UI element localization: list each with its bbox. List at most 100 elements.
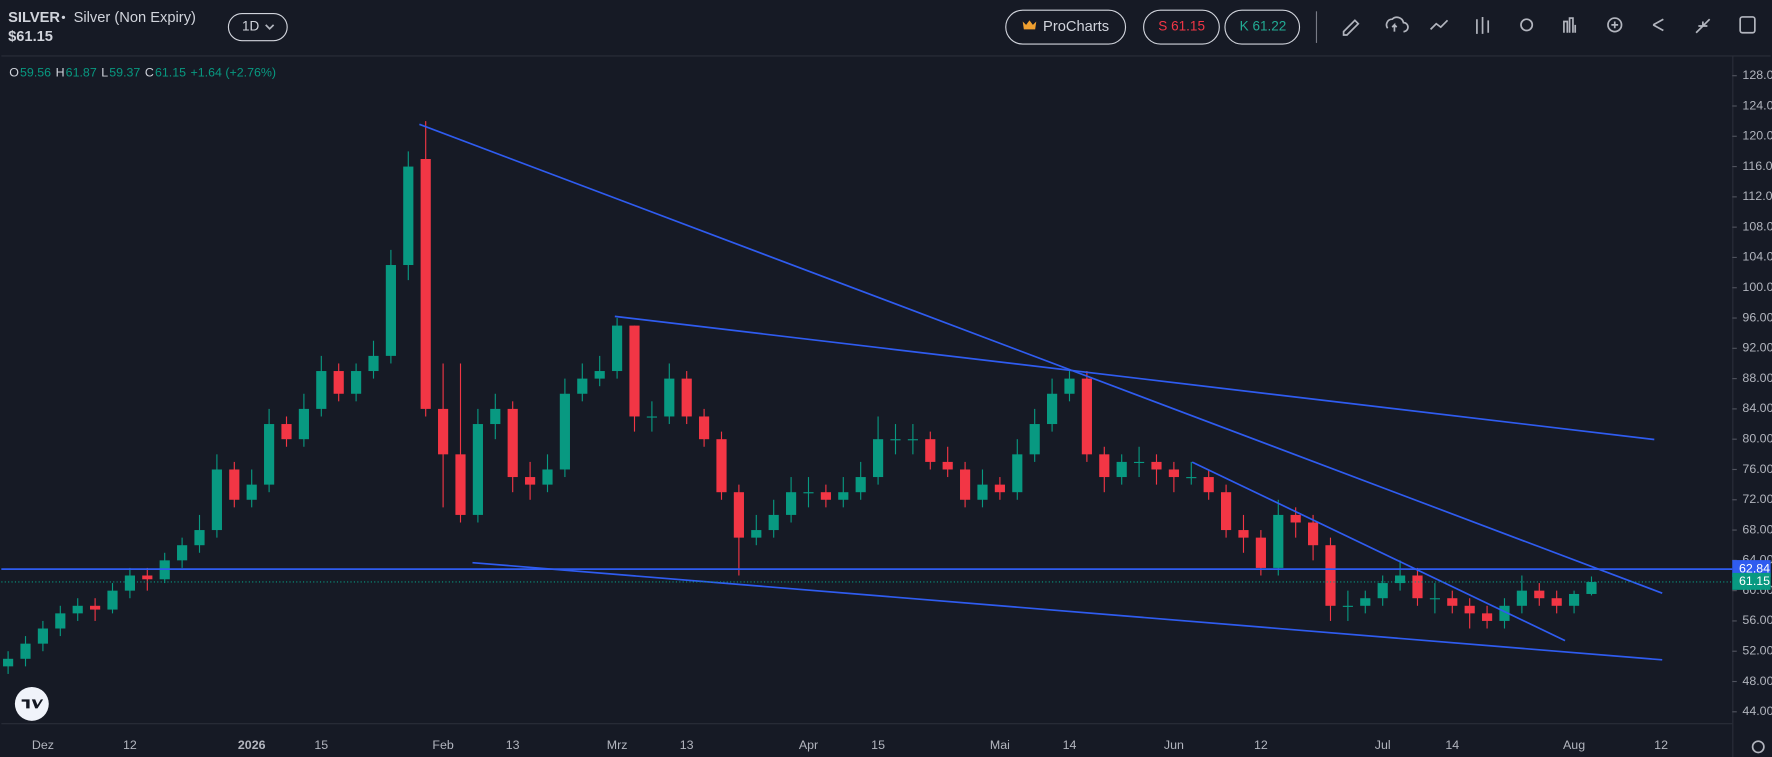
candle-body [1307, 522, 1319, 546]
candle-body [1273, 514, 1284, 568]
add-icon[interactable] [1607, 17, 1623, 33]
x-tick-label: Aug [1563, 738, 1585, 752]
buy-button[interactable]: K 61.22 [1224, 9, 1301, 45]
candle-body [786, 492, 797, 515]
candle-body [577, 378, 588, 394]
instrument-name: Silver (Non Expiry) [74, 10, 196, 26]
sell-button[interactable]: S 61.15 [1143, 9, 1220, 45]
ohlc-value: 59.56 [20, 66, 51, 80]
procharts-button[interactable]: ProCharts [1005, 9, 1127, 45]
candle-body [142, 575, 153, 580]
candle-body [1360, 598, 1371, 606]
ohlc-legend: O 59.56 H 61.87 L 59.37 C 61.15 +1.64 (+2.76%) [9, 66, 276, 80]
draw-icon[interactable] [1342, 19, 1360, 36]
x-tick-label: 15 [871, 738, 885, 752]
y-tick-label: 88.00 [1742, 371, 1772, 385]
candle-body [646, 416, 657, 418]
x-tick-label: 14 [1063, 738, 1077, 752]
separator: • [61, 10, 65, 24]
candle-body [90, 605, 101, 610]
candles-icon[interactable] [1476, 16, 1490, 34]
candle-body [1116, 461, 1127, 478]
collapse-icon[interactable] [1695, 18, 1711, 34]
trend-line [1191, 461, 1566, 642]
axis-settings-icon[interactable] [1751, 740, 1765, 754]
y-tick-label: 104.00 [1742, 250, 1772, 264]
y-tick-label: 84.00 [1742, 401, 1772, 415]
candle-body [890, 439, 901, 441]
candle-body [1429, 598, 1440, 600]
procharts-label: ProCharts [1043, 19, 1109, 35]
y-tick-label: 44.00 [1742, 704, 1772, 718]
candle-body [1151, 461, 1162, 470]
candle-body [177, 545, 188, 561]
last-price-label: 61.15 [1739, 574, 1770, 588]
x-tick-label: Apr [799, 738, 818, 752]
candle-body [403, 166, 414, 266]
ohlc-change: +1.64 (+2.76%) [191, 66, 277, 80]
candle-body [1064, 378, 1075, 394]
candle-body [803, 492, 814, 494]
candle-body [438, 408, 449, 455]
interval-frame [227, 12, 288, 42]
candle-body [3, 658, 14, 667]
tv-logo[interactable] [14, 686, 49, 721]
share-icon[interactable] [1652, 18, 1664, 32]
candle-body [820, 492, 831, 500]
crown-icon [1022, 20, 1037, 30]
candle-body [455, 454, 466, 515]
candle-body [420, 158, 431, 409]
x-tick-label: Mai [990, 738, 1010, 752]
candle-body [20, 643, 31, 659]
candle-body [333, 371, 344, 394]
x-tick-label: 2026 [238, 738, 266, 752]
cloud-icon[interactable] [1385, 16, 1409, 33]
candle-body [490, 408, 501, 425]
x-tick-label: Dez [32, 738, 54, 752]
logo-mark [21, 699, 44, 709]
candle-body [1342, 605, 1353, 607]
candle-body [1203, 477, 1214, 493]
x-tick-label: Feb [432, 738, 453, 752]
candle-body [542, 469, 553, 485]
header-price: $61.15 [8, 29, 53, 45]
candle-body [907, 439, 918, 441]
candle-body [1134, 461, 1145, 464]
candle-body [1168, 469, 1179, 478]
panel-icon[interactable] [1739, 16, 1756, 34]
y-tick-label: 76.00 [1742, 462, 1772, 476]
ohlc-value: 59.37 [109, 66, 140, 80]
x-tick-label: 13 [680, 738, 694, 752]
x-tick-label: Mrz [607, 738, 628, 752]
candle-body [472, 424, 483, 515]
candle-body [1029, 424, 1040, 455]
candle-body [681, 378, 692, 417]
x-tick-label: 13 [506, 738, 520, 752]
candle-body [1081, 378, 1092, 455]
candle-body [55, 613, 66, 629]
indicator-icon[interactable] [1429, 19, 1449, 30]
candle-body [699, 416, 710, 440]
candle-body [298, 408, 309, 440]
y-tick-label: 120.00 [1742, 129, 1772, 143]
toolbar [1342, 16, 1756, 36]
candle-body [1534, 590, 1545, 599]
candle-body [1047, 393, 1058, 425]
y-tick-label: 128.00 [1742, 68, 1772, 82]
candle-body [246, 484, 257, 500]
x-tick-label: 14 [1445, 738, 1459, 752]
horizontal-line-label-box [1732, 560, 1771, 578]
settings-icon[interactable] [1520, 18, 1534, 32]
y-tick-label: 124.00 [1742, 98, 1772, 112]
candle-body [960, 469, 971, 500]
candle-body [264, 424, 275, 485]
bars-icon[interactable] [1563, 17, 1577, 33]
y-tick-label: 92.00 [1742, 341, 1772, 355]
candle-body [1551, 598, 1562, 606]
candle-body [1186, 477, 1197, 479]
buy-frame [1224, 9, 1301, 45]
candle-body [385, 265, 396, 356]
candle-body [1012, 454, 1023, 493]
interval-button[interactable]: 1D [227, 12, 288, 42]
